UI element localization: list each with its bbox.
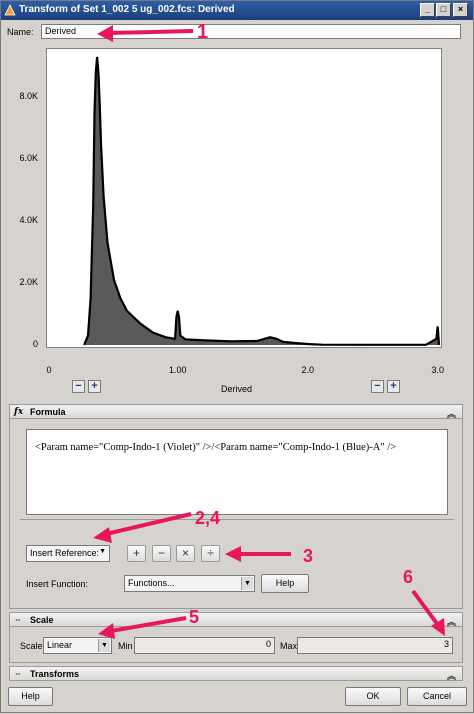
scale-value: Linear xyxy=(47,640,73,650)
x-tick-label: 1.00 xyxy=(169,365,187,375)
minimize-button[interactable]: _ xyxy=(420,3,435,17)
flowjo-logo-icon xyxy=(4,4,16,16)
insert-reference-label: Insert Reference: xyxy=(30,548,100,558)
x-max-decrease-button[interactable]: − xyxy=(371,380,384,393)
min-field[interactable]: 0 xyxy=(134,637,275,654)
transforms-icon: ⇔ xyxy=(14,669,22,678)
multiply-operator-button[interactable]: × xyxy=(176,545,195,562)
x-min-decrease-button[interactable]: − xyxy=(72,380,85,393)
scale-panel: Scale Linear ▼ Min 0 Max 3 xyxy=(9,627,463,663)
y-tick-label: 8.0K xyxy=(19,91,38,102)
divider xyxy=(20,519,454,520)
functions-value: Functions... xyxy=(128,578,175,588)
collapse-chevron-icon[interactable]: ︽ xyxy=(446,617,456,627)
insert-function-label: Insert Function: xyxy=(26,579,89,589)
histogram-area xyxy=(84,57,439,345)
scale-panel-header[interactable]: ⇔ Scale ︽ xyxy=(9,612,463,627)
x-axis-label: Derived xyxy=(221,384,253,394)
collapse-chevron-icon[interactable]: ︽ xyxy=(446,409,456,419)
x-tick-label: 0 xyxy=(46,365,52,375)
insert-reference-dropdown[interactable]: Insert Reference: ▼ xyxy=(26,545,110,562)
y-tick-label: 2.0K xyxy=(19,277,38,288)
subtract-operator-button[interactable]: − xyxy=(152,545,171,562)
formula-panel-header[interactable]: fx Formula ︽ xyxy=(9,404,463,419)
max-field[interactable]: 3 xyxy=(297,637,453,654)
min-label: Min xyxy=(118,641,133,651)
name-label: Name: xyxy=(7,27,34,37)
help-button[interactable]: Help xyxy=(8,687,53,706)
max-label: Max xyxy=(280,641,298,651)
histogram-line xyxy=(83,56,441,346)
y-tick-label: 6.0K xyxy=(19,153,38,164)
x-tick-label: 3.0 xyxy=(431,365,445,375)
functions-dropdown[interactable]: Functions... ▼ xyxy=(124,575,255,592)
x-tick-label: 2.0 xyxy=(301,365,315,375)
close-button[interactable]: × xyxy=(453,3,468,17)
formula-help-button[interactable]: Help xyxy=(261,574,309,593)
chevron-down-icon: ▼ xyxy=(241,577,253,590)
y-tick-label: 0 xyxy=(32,339,38,349)
scale-label: Scale xyxy=(20,641,43,651)
x-max-increase-button[interactable]: + xyxy=(387,380,400,393)
divide-operator-button[interactable]: ÷ xyxy=(201,545,220,562)
maximize-button[interactable]: □ xyxy=(436,3,451,17)
histogram-plot xyxy=(46,48,442,348)
add-operator-button[interactable]: + xyxy=(127,545,146,562)
cancel-button[interactable]: Cancel xyxy=(407,687,467,706)
histogram-chart xyxy=(83,56,441,346)
formula-panel: <Param name="Comp-Indo-1 (Violet)" />/<P… xyxy=(9,419,463,609)
chevron-down-icon: ▼ xyxy=(99,548,106,555)
scale-header-label: Scale xyxy=(30,615,54,625)
chevron-down-icon: ▼ xyxy=(98,639,110,652)
transforms-panel-header[interactable]: ⇔ Transforms ︽ xyxy=(9,666,463,681)
collapse-chevron-icon[interactable]: ︽ xyxy=(446,671,456,681)
y-tick-label: 4.0K xyxy=(19,215,38,226)
transforms-header-label: Transforms xyxy=(30,669,80,679)
name-field[interactable]: Derived xyxy=(41,24,461,39)
scale-icon: ⇔ xyxy=(14,615,22,624)
ok-button[interactable]: OK xyxy=(345,687,401,706)
scale-dropdown[interactable]: Linear ▼ xyxy=(43,637,112,654)
x-min-increase-button[interactable]: + xyxy=(88,380,101,393)
formula-editor[interactable]: <Param name="Comp-Indo-1 (Violet)" />/<P… xyxy=(26,429,448,515)
title-bar: Transform of Set 1_002 5 ug_002.fcs: Der… xyxy=(1,1,473,20)
formula-header-label: Formula xyxy=(30,407,66,417)
fx-icon: fx xyxy=(14,407,24,417)
window-title: Transform of Set 1_002 5 ug_002.fcs: Der… xyxy=(19,4,235,15)
